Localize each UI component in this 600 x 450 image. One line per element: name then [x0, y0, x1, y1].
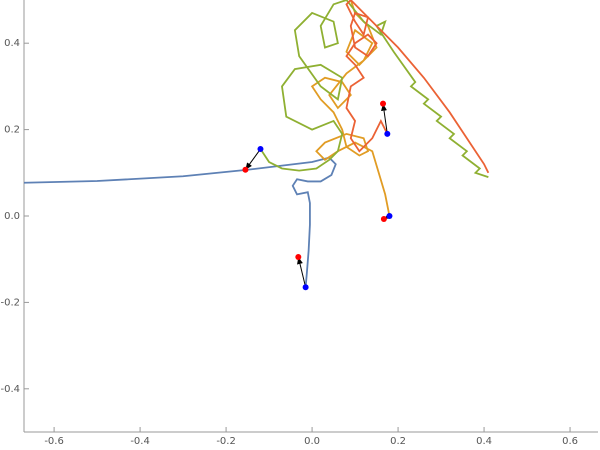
start-point	[386, 213, 393, 219]
x-tick-label: 0.0	[304, 436, 320, 447]
x-tick-label: 0.6	[562, 436, 578, 447]
y-tick-label: 0.2	[4, 125, 20, 136]
trajectory	[23, 156, 337, 288]
arrow	[245, 148, 261, 171]
y-tick-label: -0.2	[0, 297, 20, 308]
x-tick-label: -0.2	[216, 436, 236, 447]
end-point	[242, 166, 249, 173]
end-point	[380, 100, 387, 107]
arrow	[381, 103, 388, 134]
end-point	[295, 254, 302, 261]
arrow	[297, 256, 307, 288]
x-tick-label: -0.4	[130, 436, 150, 447]
start-point	[384, 130, 391, 137]
trajectory	[259, 0, 489, 178]
x-tick-label: 0.2	[390, 436, 406, 447]
end-point	[380, 216, 387, 223]
y-tick-label: -0.4	[0, 384, 20, 395]
x-tick-label: 0.4	[476, 436, 492, 447]
y-tick-label: 0.0	[4, 211, 20, 222]
y-tick-label: 0.4	[4, 38, 20, 49]
trajectory	[345, 0, 490, 174]
x-tick-label: -0.6	[44, 436, 64, 447]
start-point	[302, 284, 309, 291]
trajectory	[310, 0, 391, 217]
start-point	[257, 146, 264, 153]
